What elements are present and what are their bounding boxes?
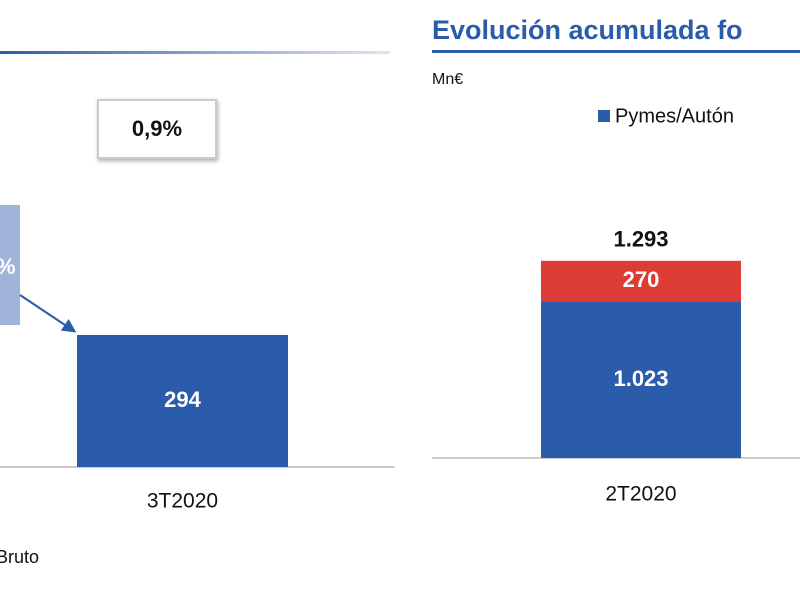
data-label: 270 [623, 267, 660, 292]
title-rule [0, 51, 390, 54]
title-rule [432, 50, 800, 53]
annotation: 0,9% [132, 116, 182, 141]
x-tick-label: 3T2020 [147, 490, 218, 513]
footnote: Bruto [0, 547, 39, 567]
bar-segment [541, 302, 741, 458]
legend-label: Pymes/Autón [615, 105, 734, 127]
data-label: 294 [164, 387, 201, 412]
x-tick-label: 2T2020 [605, 483, 676, 506]
unit-label: Mn€ [432, 71, 463, 88]
bar-segment [541, 260, 741, 302]
bar [77, 335, 288, 467]
total-label: 1.293 [613, 227, 668, 252]
annotation-box [0, 205, 20, 325]
annotation: % [0, 254, 16, 279]
arrow [19, 294, 77, 333]
annotation-box [97, 99, 217, 159]
legend-swatch [598, 110, 610, 122]
data-label: 1.023 [613, 366, 668, 391]
chart-title: Evolución acumulada fo [432, 15, 743, 45]
